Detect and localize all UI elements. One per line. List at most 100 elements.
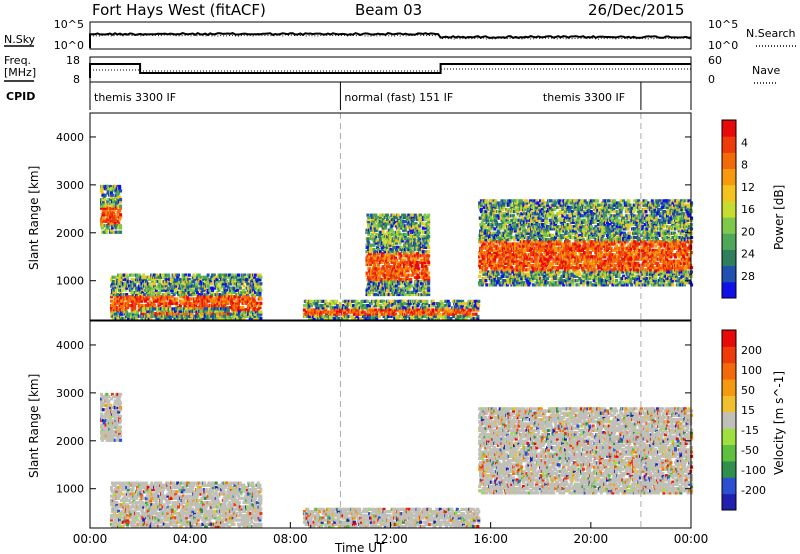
echo-cell (464, 316, 468, 321)
echo-cell (202, 277, 206, 282)
echo-cell (384, 243, 388, 247)
echo-cell (404, 308, 408, 312)
echo-cell (454, 304, 457, 308)
echo-cell (112, 310, 116, 314)
echo-cell (316, 310, 320, 314)
echo-cell (366, 286, 370, 290)
echo-cell (179, 312, 183, 316)
echo-cell (117, 221, 121, 226)
echo-cell (187, 290, 191, 295)
echo-cell (218, 280, 222, 284)
echo-cell (127, 280, 130, 284)
echo-cell (322, 299, 326, 303)
echo-cell (246, 284, 250, 288)
echo-cell (172, 293, 176, 297)
echo-cell (168, 307, 172, 311)
echo-cell (216, 286, 220, 290)
echo-cell (243, 312, 247, 316)
echo-cell (485, 283, 489, 287)
echo-cell (427, 213, 431, 217)
echo-cell (309, 302, 313, 306)
echo-cell (180, 301, 184, 305)
echo-cell (339, 312, 343, 316)
echo-cell (430, 316, 434, 321)
echo-cell (132, 312, 136, 316)
echo-cell (193, 301, 197, 305)
echo-cell (365, 228, 369, 232)
echo-cell (371, 308, 375, 312)
echo-cell (234, 288, 238, 292)
echo-cell (249, 277, 253, 282)
echo-cell (351, 314, 355, 318)
echo-cell (368, 286, 372, 290)
echo-cell (389, 226, 393, 230)
echo-cell (131, 277, 135, 282)
echo-cell (129, 290, 133, 295)
echo-cell (151, 273, 155, 277)
echo-cell (189, 290, 193, 295)
echo-cell (112, 213, 116, 217)
echo-cell (496, 272, 500, 276)
echo-cell (164, 282, 168, 286)
echo-cell (116, 184, 120, 189)
echo-cell (408, 308, 412, 312)
echo-cell (171, 309, 175, 313)
echo-cell (423, 314, 427, 318)
echo-cell (241, 314, 245, 318)
echo-cell (456, 308, 460, 312)
echo-cell (311, 308, 315, 312)
echo-cell (126, 295, 130, 299)
echo-cell (234, 310, 238, 314)
echo-cell (103, 193, 107, 197)
beam-label: Beam 03 (355, 1, 422, 19)
echo-cell (159, 316, 163, 321)
echo-cell (420, 308, 423, 312)
echo-cell (117, 312, 121, 316)
echo-cell (391, 247, 395, 252)
echo-cell (250, 310, 254, 314)
echo-cell (228, 273, 232, 277)
echo-cell (114, 282, 118, 286)
echo-cell (434, 316, 438, 321)
echo-cell (243, 277, 247, 282)
echo-cell (393, 262, 397, 267)
echo-cell (387, 292, 391, 297)
echo-cell (392, 275, 396, 279)
echo-cell (375, 273, 379, 277)
echo-cell (366, 237, 370, 241)
echo-cell (193, 277, 197, 282)
echo-cell (212, 293, 216, 297)
echo-cell (378, 258, 381, 262)
echo-cell (191, 301, 195, 305)
echo-cell (390, 310, 394, 314)
echo-cell (386, 302, 389, 306)
echo-cell (165, 295, 169, 299)
echo-cell (127, 299, 130, 303)
echo-cell (166, 288, 170, 292)
echo-cell (446, 312, 450, 316)
echo-cell (380, 277, 384, 282)
echo-cell (123, 312, 127, 316)
echo-cell (145, 316, 149, 321)
echo-cell (469, 302, 473, 306)
echo-cell (124, 277, 128, 282)
echo-cell (158, 303, 162, 308)
echo-cell (204, 303, 208, 308)
echo-cell (125, 286, 129, 290)
echo-cell (169, 309, 173, 313)
echo-cell (119, 215, 123, 219)
echo-cell (465, 306, 469, 310)
echo-cell (169, 299, 173, 303)
echo-cell (366, 306, 370, 310)
echo-cell (187, 273, 191, 277)
echo-cell (241, 290, 245, 295)
echo-cell (131, 308, 135, 312)
echo-cell (493, 227, 497, 231)
echo-cell (106, 226, 110, 230)
echo-cell (116, 316, 120, 321)
echo-cell (256, 316, 260, 321)
echo-cell (378, 275, 381, 279)
echo-cell (359, 316, 363, 321)
echo-cell (211, 290, 215, 295)
echo-cell (381, 269, 385, 273)
